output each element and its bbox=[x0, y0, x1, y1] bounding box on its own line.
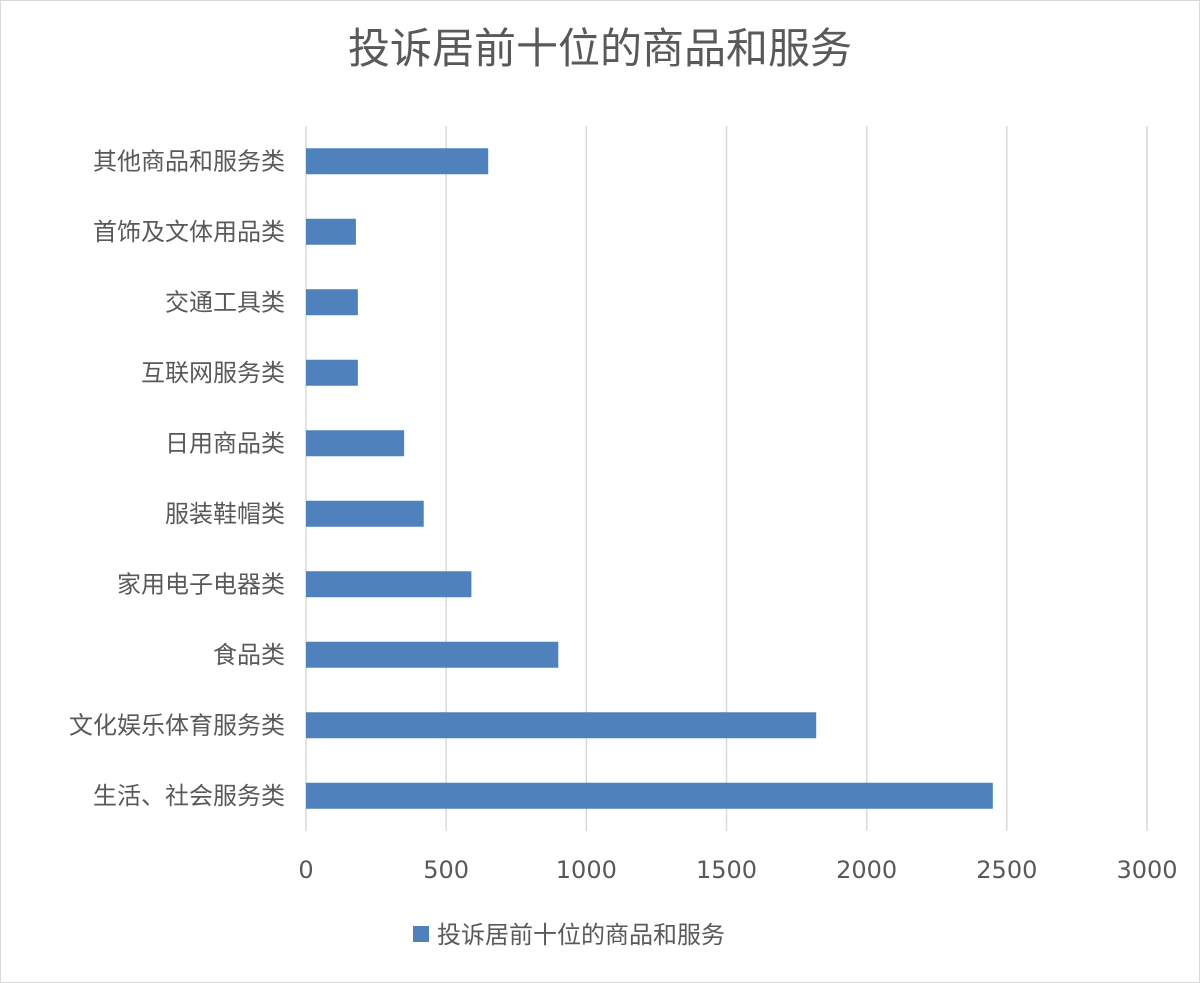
category-label: 其他商品和服务类 bbox=[93, 147, 285, 175]
category-label: 生活、社会服务类 bbox=[93, 782, 285, 810]
bar bbox=[306, 148, 489, 175]
category-label: 交通工具类 bbox=[165, 288, 285, 316]
category-label: 互联网服务类 bbox=[141, 359, 285, 387]
gridlines bbox=[305, 126, 1148, 831]
x-tick-labels: 0 500 1000 1500 2000 2500 3000 bbox=[298, 856, 1177, 884]
bar bbox=[306, 571, 472, 598]
legend-swatch bbox=[413, 926, 429, 942]
x-tick-label: 0 bbox=[298, 856, 313, 884]
category-label: 文化娱乐体育服务类 bbox=[69, 711, 285, 739]
legend-label: 投诉居前十位的商品和服务 bbox=[437, 921, 725, 949]
x-tick-label: 1000 bbox=[556, 856, 617, 884]
category-label: 家用电子电器类 bbox=[117, 570, 285, 598]
x-tick-label: 1500 bbox=[696, 856, 757, 884]
bar bbox=[306, 218, 356, 245]
bar bbox=[306, 430, 405, 457]
bar bbox=[306, 289, 358, 316]
x-tick-label: 2000 bbox=[836, 856, 897, 884]
x-tick-label: 2500 bbox=[976, 856, 1037, 884]
bar bbox=[306, 782, 993, 809]
x-tick-label: 500 bbox=[423, 856, 469, 884]
category-labels: 其他商品和服务类首饰及文体用品类交通工具类互联网服务类日用商品类服装鞋帽类家用电… bbox=[69, 147, 285, 810]
bar bbox=[306, 641, 559, 668]
bar bbox=[306, 712, 817, 739]
bars bbox=[306, 148, 993, 809]
bar bbox=[306, 500, 424, 527]
category-label: 食品类 bbox=[213, 641, 285, 669]
category-label: 日用商品类 bbox=[165, 429, 285, 457]
x-tick-label: 3000 bbox=[1116, 856, 1177, 884]
category-label: 首饰及文体用品类 bbox=[93, 218, 285, 246]
legend: 投诉居前十位的商品和服务 bbox=[413, 921, 725, 949]
chart-title: 投诉居前十位的商品和服务 bbox=[348, 24, 852, 73]
bar bbox=[306, 359, 358, 386]
category-label: 服装鞋帽类 bbox=[165, 500, 285, 528]
